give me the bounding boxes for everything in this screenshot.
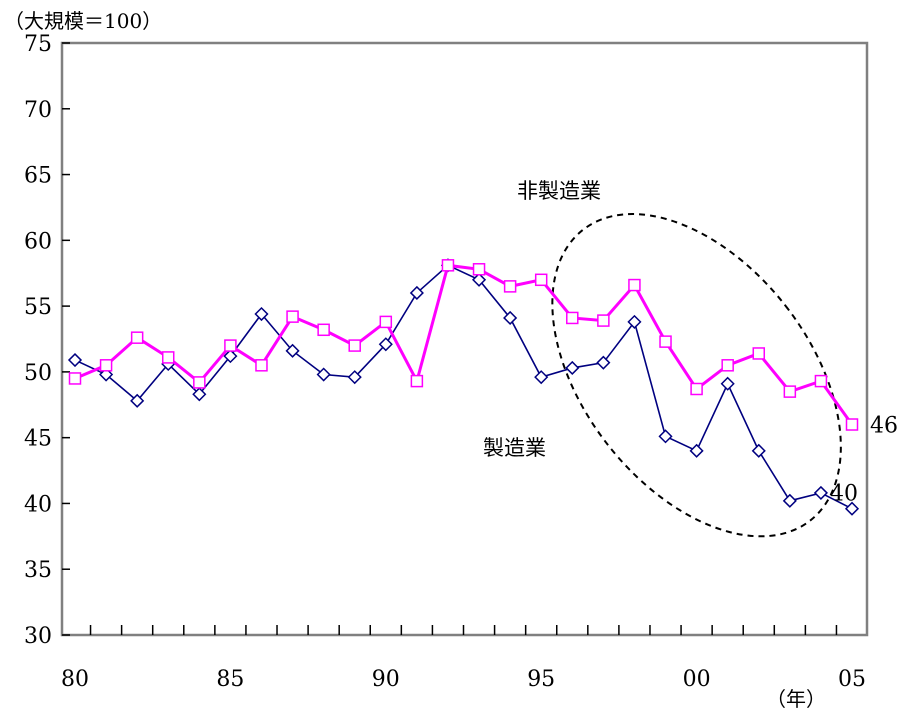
plot-frame — [60, 41, 869, 637]
x-axis-unit-label: （年） — [766, 687, 826, 711]
data-point — [130, 331, 144, 344]
y-tick-label: 75 — [24, 32, 52, 57]
data-point — [503, 280, 517, 293]
data-point — [813, 485, 828, 500]
data-point — [659, 335, 672, 348]
data-point — [255, 359, 268, 372]
data-point — [689, 443, 704, 458]
data-point — [690, 382, 703, 396]
x-axis: 80 85 90 95 00 05 — [61, 625, 866, 692]
data-point — [161, 351, 175, 364]
data-point — [782, 493, 797, 508]
x-tick-label: 90 — [372, 667, 400, 692]
y-tick-label: 60 — [24, 229, 52, 254]
data-point — [285, 343, 300, 358]
data-point — [379, 315, 393, 329]
data-point — [566, 311, 579, 325]
y-tick-label: 35 — [24, 558, 52, 583]
data-point — [720, 376, 735, 391]
y-tick-label: 70 — [24, 98, 52, 123]
series-label-non-manufacturing: 非製造業 — [517, 179, 601, 203]
data-point — [410, 374, 424, 388]
data-point — [193, 376, 206, 389]
x-tick-label: 95 — [527, 667, 555, 692]
data-point — [409, 285, 424, 301]
x-tick-label: 05 — [838, 667, 866, 692]
data-point — [317, 323, 330, 337]
data-point — [783, 385, 797, 398]
data-point — [534, 273, 548, 287]
y-axis-unit-label: （大規模＝100） — [4, 9, 162, 33]
y-tick-label: 50 — [24, 361, 52, 386]
y-tick-label: 40 — [24, 492, 52, 517]
data-point — [192, 387, 207, 402]
data-point — [721, 359, 734, 372]
data-point — [316, 367, 331, 382]
data-point — [254, 306, 269, 322]
data-point — [68, 372, 82, 385]
series-line-1 — [74, 264, 853, 510]
data-point — [223, 349, 238, 364]
x-tick-label: 85 — [216, 667, 244, 692]
series-layer: 40 46 — [67, 258, 898, 516]
data-point — [348, 339, 361, 352]
data-point — [99, 359, 113, 372]
data-point — [627, 314, 642, 329]
y-tick-label: 30 — [24, 624, 52, 649]
data-point — [628, 278, 641, 292]
data-point — [596, 355, 611, 370]
data-point — [814, 374, 828, 388]
data-point — [752, 347, 766, 360]
data-point — [441, 259, 455, 272]
y-axis: 30 35 40 45 50 55 60 65 70 75 — [24, 32, 70, 649]
data-point — [565, 360, 580, 376]
end-value-label-1: 40 — [830, 482, 858, 507]
x-tick-label: 80 — [61, 667, 89, 692]
data-point — [286, 310, 299, 323]
data-point — [751, 443, 766, 458]
data-point — [845, 418, 859, 431]
data-point — [378, 337, 393, 352]
y-tick-label: 65 — [24, 164, 52, 189]
data-point — [658, 429, 673, 444]
data-point — [471, 272, 487, 287]
data-point — [472, 263, 486, 276]
data-point — [597, 314, 610, 327]
data-point — [67, 352, 83, 368]
y-tick-label: 55 — [24, 295, 52, 320]
data-point — [224, 339, 237, 352]
data-point — [130, 393, 145, 408]
x-tick-label: 00 — [683, 667, 711, 692]
highlight-ellipse — [551, 213, 842, 538]
data-point — [503, 310, 518, 326]
end-value-label-0: 46 — [870, 414, 898, 439]
series-label-manufacturing: 製造業 — [483, 436, 546, 460]
data-point — [347, 370, 362, 385]
data-point — [844, 501, 860, 516]
data-point — [534, 370, 549, 385]
y-tick-label: 45 — [24, 427, 52, 452]
